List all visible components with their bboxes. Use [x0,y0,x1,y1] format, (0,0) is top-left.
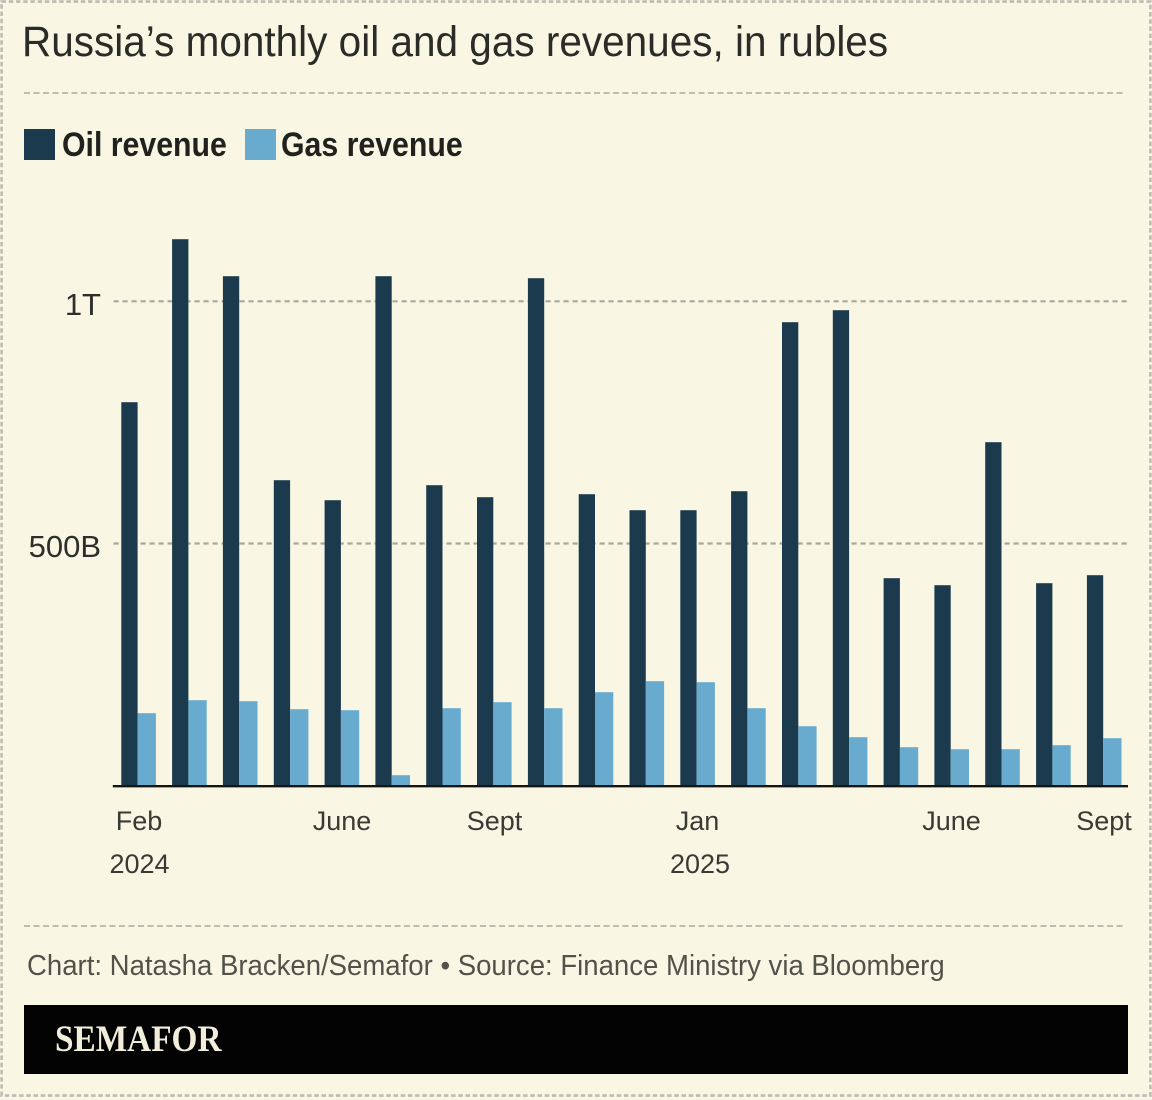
svg-text:June: June [313,806,372,836]
svg-text:Feb: Feb [116,806,163,836]
svg-text:2025: 2025 [670,849,730,879]
svg-text:1T: 1T [65,287,101,322]
svg-text:Jan: Jan [676,806,720,836]
svg-text:June: June [922,806,981,836]
svg-text:Sept: Sept [467,806,523,836]
svg-text:500B: 500B [29,529,101,564]
svg-text:2024: 2024 [109,849,169,879]
svg-text:Sept: Sept [1076,806,1132,836]
